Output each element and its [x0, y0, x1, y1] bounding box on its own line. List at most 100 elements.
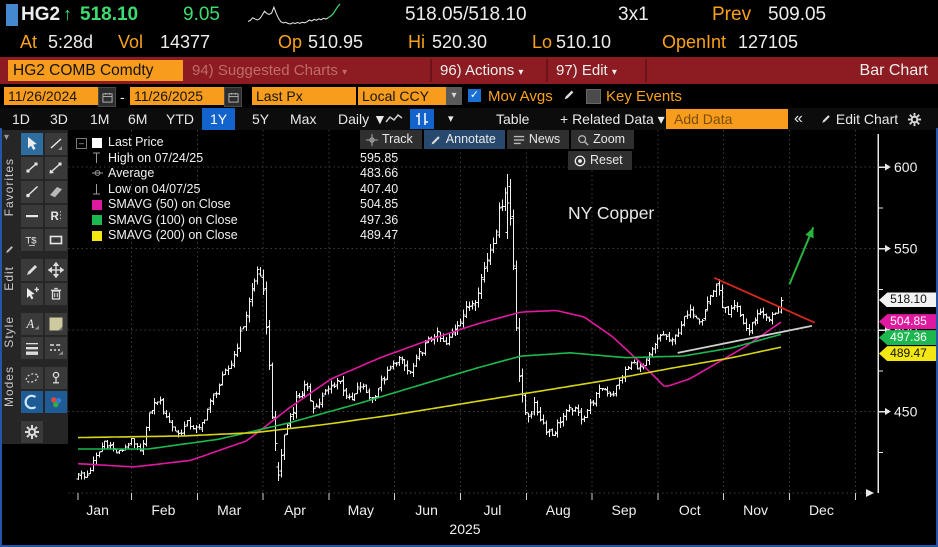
mov-avgs-pencil-icon[interactable]	[562, 88, 576, 107]
menu-edit[interactable]: 97) Edit ▾	[556, 62, 617, 79]
select-plus-tool[interactable]	[21, 283, 43, 305]
edit-chart-button[interactable]: Edit Chart	[812, 108, 906, 130]
chart-settings-gear-icon[interactable]	[902, 109, 926, 129]
collapse-button[interactable]: «	[794, 110, 803, 127]
key-events-checkbox[interactable]	[586, 89, 601, 104]
range-tab-6m[interactable]: 6M	[128, 111, 148, 127]
range-tab-bar: 1D 3D 1M 6M YTD 1Y 5Y Max Daily ▼ ▾ Table + Rel…	[0, 108, 938, 130]
period-select[interactable]: Daily ▼	[338, 111, 387, 127]
low-value: 510.10	[556, 32, 612, 52]
bid-ask: 518.05/518.10	[405, 4, 527, 25]
sidebar-section-modes[interactable]: Modes	[2, 366, 16, 408]
trendline-tool[interactable]	[45, 133, 67, 155]
chart-type-more-caret[interactable]: ▾	[448, 113, 454, 125]
settings-tool[interactable]	[21, 421, 43, 443]
add-data-input[interactable]: Add Data	[666, 109, 788, 129]
year-label: 2025	[449, 521, 480, 537]
range-tab-ytd[interactable]: YTD	[166, 111, 194, 127]
arc-mode-tool[interactable]	[21, 391, 43, 413]
resistance-line	[713, 277, 816, 324]
legend-label: SMAVG (200) on Close	[108, 228, 238, 242]
month-label: May	[348, 502, 374, 518]
legend-row[interactable]: Low on 04/07/25 407.40	[76, 182, 398, 198]
range-tab-max[interactable]: Max	[290, 111, 317, 127]
favorites-pencil-icon[interactable]	[4, 242, 15, 260]
currency-dropdown-icon[interactable]: ▾	[446, 87, 462, 105]
security-field[interactable]: HG2 COMB Comdty	[8, 60, 183, 81]
annotate-button[interactable]: Annotate	[423, 130, 505, 149]
calendar-to-icon[interactable]	[224, 87, 242, 107]
date-from-input[interactable]: 11/26/2024	[4, 87, 100, 105]
month-label: Sep	[612, 502, 637, 518]
zoom-button[interactable]: Zoom	[571, 130, 635, 149]
sidebar-collapse-caret[interactable]: ▾	[4, 132, 10, 143]
legend-value: 489.47	[360, 228, 399, 242]
channel-tool[interactable]	[45, 181, 67, 203]
month-label: Dec	[809, 502, 834, 518]
palette-tool[interactable]	[45, 391, 67, 413]
delete-tool[interactable]	[45, 283, 67, 305]
legend-swatch	[92, 199, 102, 210]
legend-expander-icon[interactable]: –	[76, 138, 87, 149]
legend-label: SMAVG (50) on Close	[108, 197, 231, 211]
date-to-input[interactable]: 11/26/2025	[130, 87, 226, 105]
ellipse-mode-tool[interactable]	[21, 367, 43, 389]
line-width-tool[interactable]	[21, 337, 43, 359]
y-tick-label: 600	[894, 159, 918, 175]
legend-row[interactable]: Average 483.66	[76, 166, 398, 182]
news-button[interactable]: News	[506, 130, 570, 149]
move-tool[interactable]	[45, 259, 67, 281]
month-label: Nov	[743, 502, 768, 518]
sidebar-section-style[interactable]: Style	[2, 316, 16, 348]
text-price-tool[interactable]: T$	[21, 229, 43, 251]
bar-chart-type-icon[interactable]	[410, 109, 434, 129]
mov-avgs-checkbox[interactable]: ✓	[468, 89, 481, 102]
line-style-tool[interactable]	[45, 337, 67, 359]
sidebar-section-edit[interactable]: Edit	[2, 266, 16, 291]
track-button[interactable]: Track	[360, 130, 422, 149]
menu-actions[interactable]: 96) Actions ▾	[440, 62, 524, 79]
ray-tool[interactable]	[21, 181, 43, 203]
reset-button[interactable]: Reset	[568, 151, 632, 170]
month-label: Aug	[546, 502, 571, 518]
table-button[interactable]: Table	[496, 111, 530, 127]
legend-high-icon	[92, 152, 101, 170]
range-tab-1y[interactable]: 1Y	[202, 108, 236, 130]
color-swatch-tool[interactable]	[45, 313, 67, 335]
range-tab-1m[interactable]: 1M	[90, 111, 110, 127]
price-chart-panel[interactable]: 450 500 550 600 Jan Feb Mar Apr May Jun Jul Aug Sep O…	[68, 130, 938, 547]
currency-select[interactable]: Local CCY	[358, 87, 450, 105]
svg-text:T$: T$	[26, 236, 38, 247]
sidebar-section-favorites[interactable]: Favorites	[2, 158, 16, 217]
legend-row[interactable]: SMAVG (50) on Close 504.85	[76, 197, 398, 213]
range-tab-5y[interactable]: 5Y	[252, 111, 270, 127]
horizontal-line-tool[interactable]	[21, 205, 43, 227]
calendar-from-icon[interactable]	[98, 87, 116, 107]
x-axis-arrow	[866, 489, 874, 497]
segment-tool[interactable]	[21, 157, 43, 179]
range-tab-1d[interactable]: 1D	[12, 111, 30, 127]
legend-row[interactable]: High on 07/24/25 595.85	[76, 151, 398, 167]
drawing-tools-sidebar: ▾ Favorites Edit Style Modes R T$ A	[0, 130, 68, 444]
range-tab-3d[interactable]: 3D	[50, 111, 68, 127]
arrow-segment-tool[interactable]	[45, 157, 67, 179]
legend-row[interactable]: SMAVG (200) on Close 489.47	[76, 228, 398, 244]
ticker-symbol: HG2	[21, 4, 61, 25]
axis-price-badge: 518.10	[879, 292, 938, 308]
line-chart-type-icon[interactable]	[382, 109, 406, 129]
text-style-tool[interactable]: A	[21, 313, 43, 335]
rectangle-tool[interactable]	[45, 229, 67, 251]
related-data-button[interactable]: + Related Data ▾	[560, 111, 665, 127]
legend-value: 504.85	[360, 197, 399, 211]
legend-row[interactable]: –Last Price518.10	[76, 135, 398, 151]
menu-suggested-charts[interactable]: 94) Suggested Charts ▾	[192, 62, 348, 79]
regression-tool[interactable]: R	[45, 205, 67, 227]
pin-mode-tool[interactable]	[45, 367, 67, 389]
pointer-tool[interactable]	[21, 133, 43, 155]
smavg-line	[78, 333, 782, 450]
legend-row[interactable]: SMAVG (100) on Close 497.36	[76, 213, 398, 229]
price-type-select[interactable]: Last Px	[252, 87, 356, 105]
open-value: 510.95	[308, 32, 364, 52]
draw-tool[interactable]	[21, 259, 43, 281]
